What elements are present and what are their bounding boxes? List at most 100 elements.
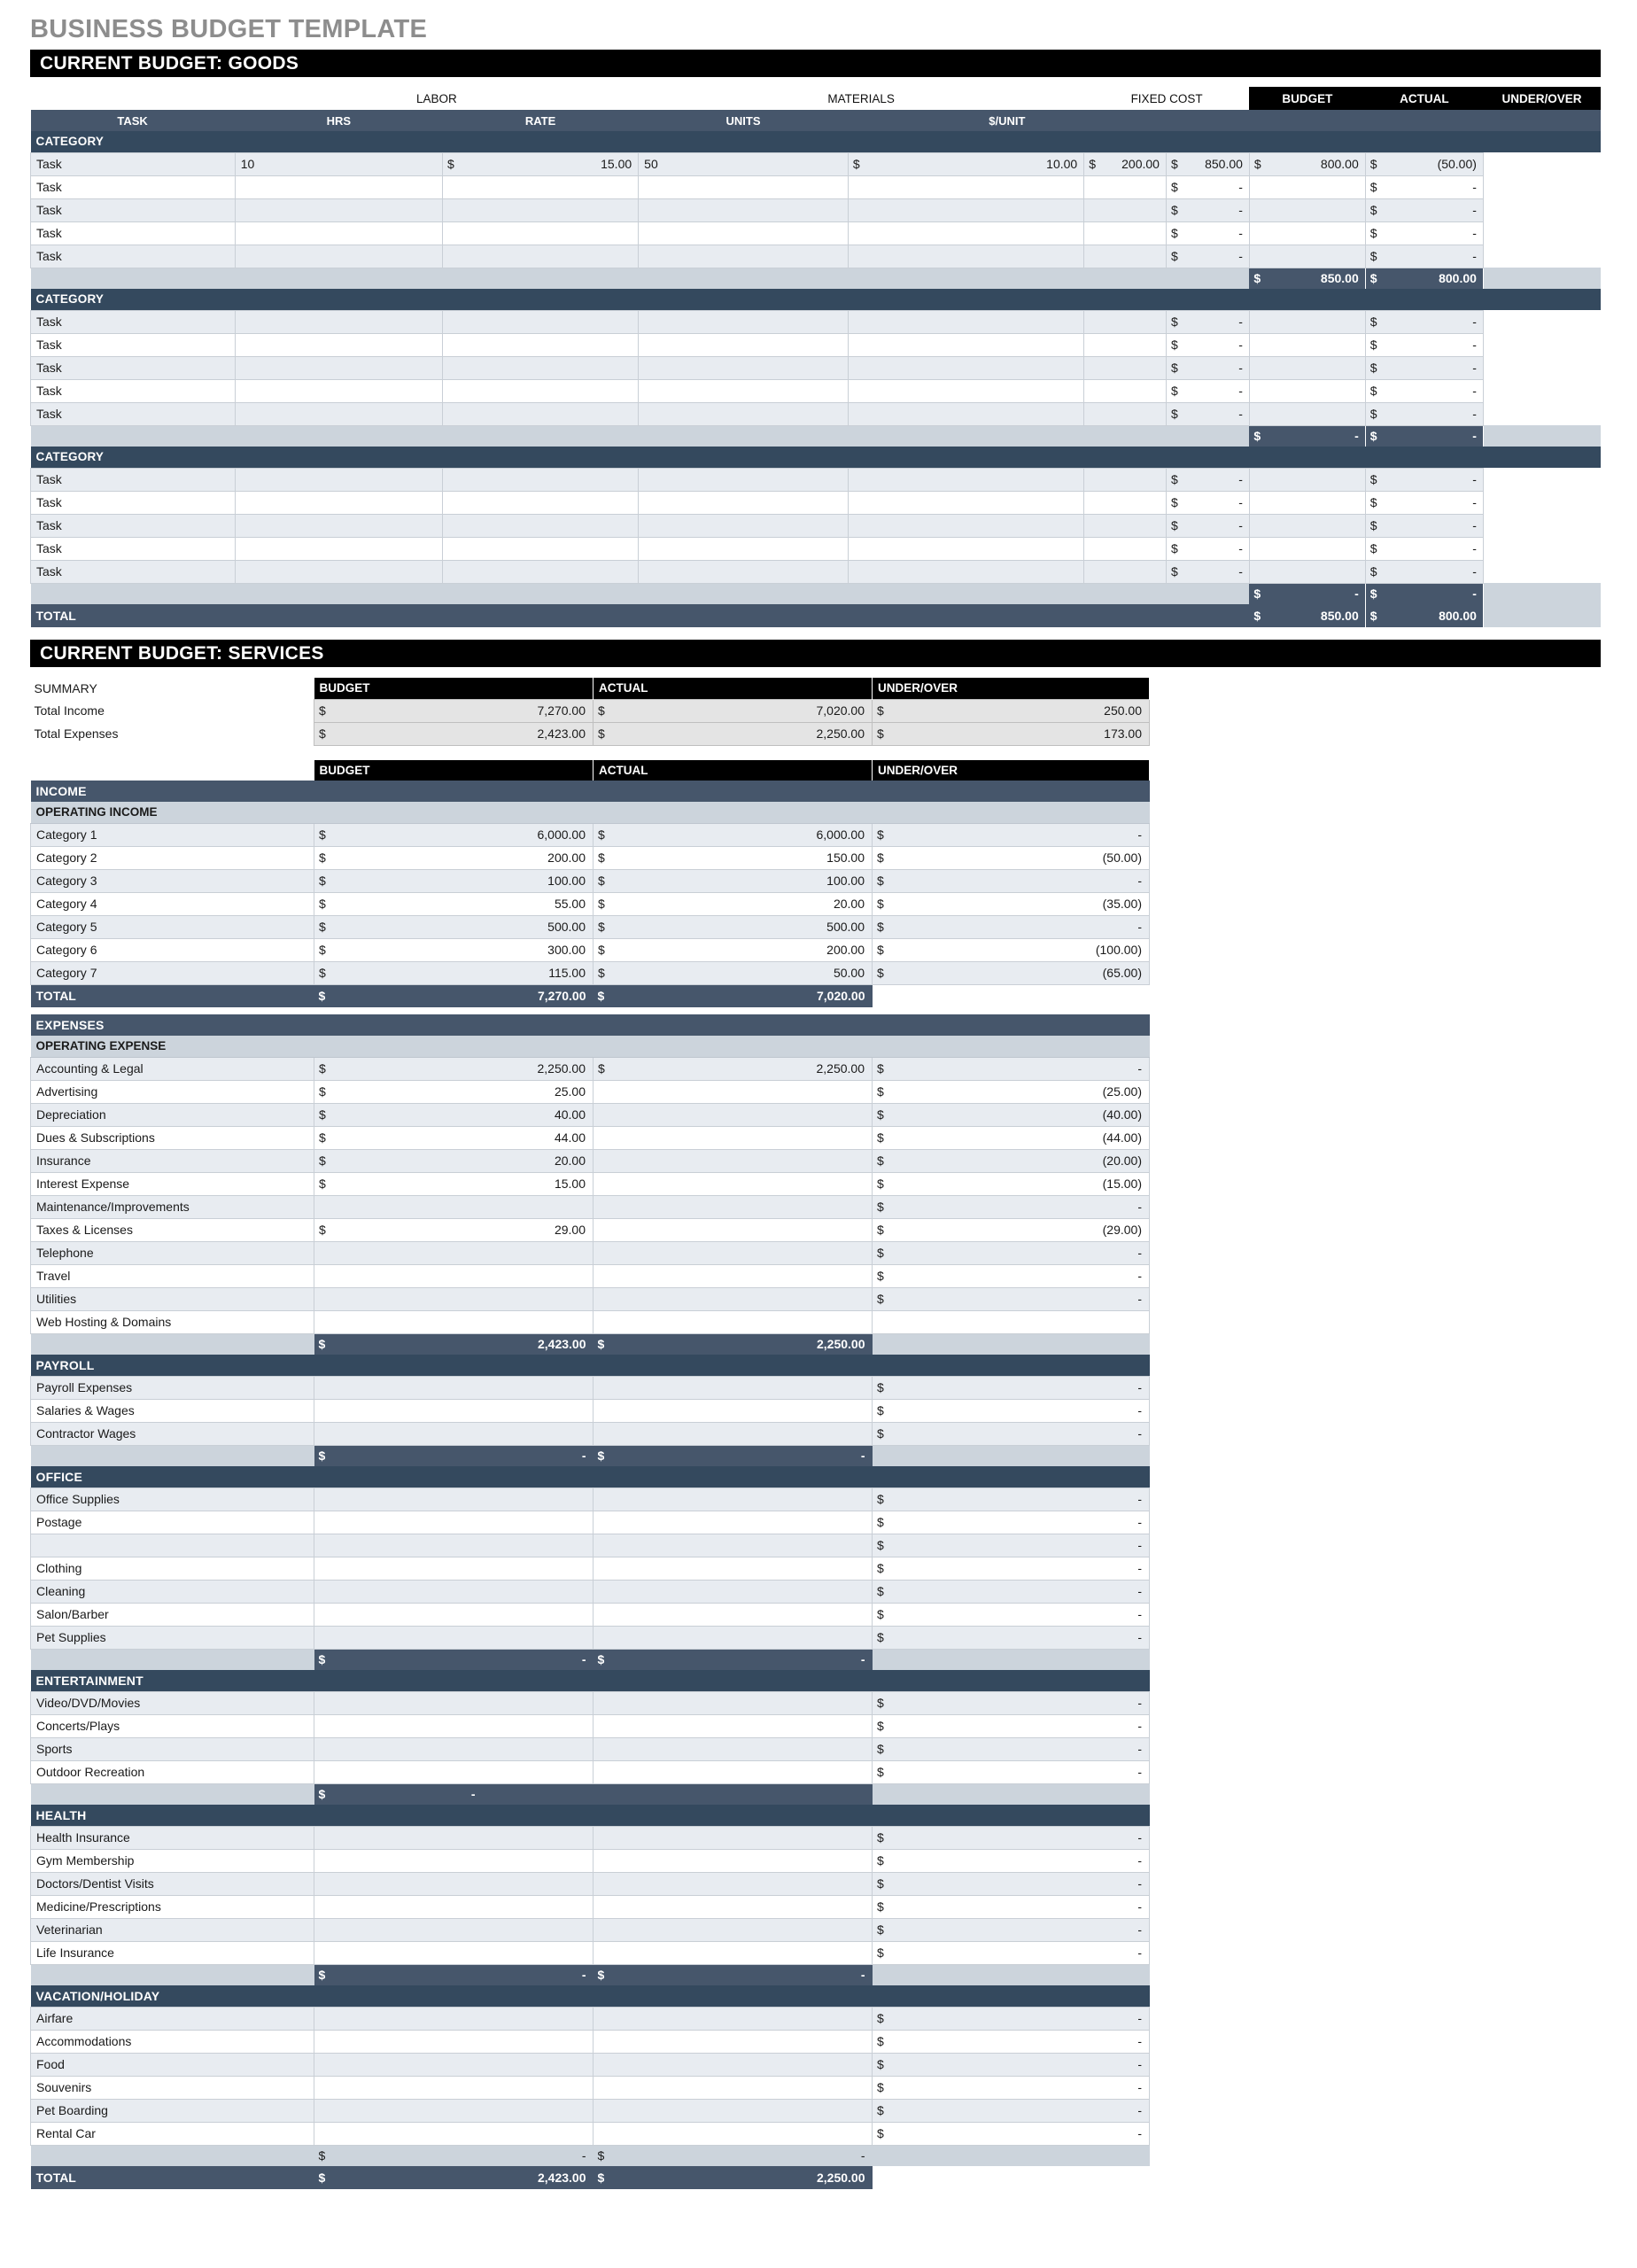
expense-row-label[interactable]: Clothing	[30, 1556, 314, 1581]
expense-row-under-over[interactable]: $ (29.00)	[872, 1217, 1150, 1242]
summary-actual[interactable]: $7,020.00	[593, 698, 873, 723]
goods-budget[interactable]: $ -	[1165, 401, 1250, 426]
goods-hrs[interactable]	[234, 355, 443, 380]
income-row-actual[interactable]: $200.00	[593, 937, 873, 962]
expense-row-actual[interactable]	[593, 1487, 873, 1511]
expense-row-budget[interactable]	[314, 1871, 594, 1896]
income-row-actual[interactable]: $6,000.00	[593, 822, 873, 847]
expense-row-label[interactable]: Web Hosting & Domains	[30, 1309, 314, 1334]
expense-row-actual[interactable]	[593, 1375, 873, 1400]
expense-row-actual[interactable]	[593, 1309, 873, 1334]
goods-units[interactable]	[638, 536, 849, 561]
expense-row-label[interactable]: Salaries & Wages	[30, 1398, 314, 1423]
expense-row-budget[interactable]	[314, 1240, 594, 1265]
expense-row-budget[interactable]	[314, 1917, 594, 1942]
goods-fixed-cost[interactable]	[1083, 467, 1167, 492]
expense-row-label[interactable]: Office Supplies	[30, 1487, 314, 1511]
expense-row-label[interactable]: Medicine/Prescriptions	[30, 1894, 314, 1919]
expense-row-budget[interactable]	[314, 1487, 594, 1511]
income-row-budget[interactable]: $200.00	[314, 845, 594, 870]
expense-row-under-over[interactable]: $ -	[872, 2029, 1150, 2054]
goods-actual[interactable]	[1248, 355, 1366, 380]
expense-row-budget[interactable]	[314, 1263, 594, 1288]
income-row-under-over[interactable]: $ (35.00)	[872, 891, 1150, 916]
goods-task-label[interactable]: Task	[30, 198, 236, 222]
expense-row-budget[interactable]	[314, 1556, 594, 1581]
expense-row-actual[interactable]	[593, 2006, 873, 2031]
expense-row-budget[interactable]	[314, 2075, 594, 2100]
goods-budget[interactable]: $ -	[1165, 198, 1250, 222]
income-row-under-over[interactable]: $ (100.00)	[872, 937, 1150, 962]
goods-per-unit[interactable]	[847, 198, 1085, 222]
goods-hrs[interactable]	[234, 221, 443, 245]
goods-actual[interactable]	[1248, 513, 1366, 538]
goods-units[interactable]	[638, 221, 849, 245]
expense-row-budget[interactable]	[314, 1375, 594, 1400]
income-row-label[interactable]: Category 4	[30, 891, 314, 916]
goods-rate[interactable]	[441, 378, 640, 403]
goods-units[interactable]	[638, 244, 849, 268]
expense-row-under-over[interactable]: $ -	[872, 1940, 1150, 1965]
expense-row-budget[interactable]	[314, 1398, 594, 1423]
goods-hrs[interactable]	[234, 198, 443, 222]
goods-actual[interactable]: $800.00	[1248, 151, 1366, 176]
goods-rate[interactable]	[441, 490, 640, 515]
goods-rate[interactable]	[441, 244, 640, 268]
expense-row-label[interactable]: Postage	[30, 1510, 314, 1534]
expense-row-under-over[interactable]: $ -	[872, 2098, 1150, 2123]
goods-actual[interactable]	[1248, 221, 1366, 245]
goods-hrs[interactable]	[234, 378, 443, 403]
goods-units[interactable]	[638, 378, 849, 403]
goods-units[interactable]	[638, 401, 849, 426]
goods-units[interactable]	[638, 175, 849, 199]
expense-row-budget[interactable]	[314, 1194, 594, 1219]
expense-row-budget[interactable]	[314, 1894, 594, 1919]
goods-fixed-cost[interactable]	[1083, 198, 1167, 222]
goods-under-over[interactable]: $ -	[1364, 536, 1484, 561]
goods-units[interactable]	[638, 559, 849, 584]
goods-budget[interactable]: $ -	[1165, 490, 1250, 515]
goods-per-unit[interactable]	[847, 467, 1085, 492]
goods-rate[interactable]	[441, 355, 640, 380]
goods-actual[interactable]	[1248, 175, 1366, 199]
expense-row-under-over[interactable]	[872, 1309, 1150, 1334]
goods-task-label[interactable]: Task	[30, 309, 236, 334]
expense-row-budget[interactable]	[314, 2029, 594, 2054]
expense-row-actual[interactable]	[593, 1510, 873, 1534]
expense-row-label[interactable]: Food	[30, 2052, 314, 2077]
income-row-label[interactable]: Category 3	[30, 868, 314, 893]
expense-row-actual[interactable]: $2,250.00	[593, 1056, 873, 1081]
income-row-budget[interactable]: $55.00	[314, 891, 594, 916]
goods-task-label[interactable]: Task	[30, 536, 236, 561]
goods-fixed-cost[interactable]	[1083, 513, 1167, 538]
goods-task-label[interactable]: Task	[30, 378, 236, 403]
expense-row-actual[interactable]	[593, 1263, 873, 1288]
income-row-budget[interactable]: $500.00	[314, 914, 594, 939]
expense-row-label[interactable]: Telephone	[30, 1240, 314, 1265]
expense-row-under-over[interactable]: $ -	[872, 1871, 1150, 1896]
goods-budget[interactable]: $ -	[1165, 309, 1250, 334]
goods-per-unit[interactable]	[847, 309, 1085, 334]
goods-under-over[interactable]: $ -	[1364, 198, 1484, 222]
income-row-actual[interactable]: $20.00	[593, 891, 873, 916]
expense-row-label[interactable]: Rental Car	[30, 2121, 314, 2146]
goods-rate[interactable]	[441, 309, 640, 334]
goods-budget[interactable]: $ -	[1165, 332, 1250, 357]
goods-rate[interactable]	[441, 559, 640, 584]
expense-row-actual[interactable]	[593, 1894, 873, 1919]
expense-row-under-over[interactable]: $ -	[872, 1759, 1150, 1784]
expense-row-actual[interactable]	[593, 1940, 873, 1965]
expense-row-label[interactable]: Concerts/Plays	[30, 1713, 314, 1738]
goods-actual[interactable]	[1248, 490, 1366, 515]
expense-row-actual[interactable]	[593, 1556, 873, 1581]
expense-row-under-over[interactable]: $ -	[872, 1848, 1150, 1873]
goods-under-over[interactable]: $ -	[1364, 244, 1484, 268]
expense-row-budget[interactable]	[314, 1533, 594, 1557]
expense-row-budget[interactable]	[314, 1579, 594, 1604]
expense-row-actual[interactable]	[593, 2075, 873, 2100]
goods-per-unit[interactable]	[847, 536, 1085, 561]
expense-row-label[interactable]: Travel	[30, 1263, 314, 1288]
goods-fixed-cost[interactable]	[1083, 559, 1167, 584]
goods-under-over[interactable]: $ -	[1364, 559, 1484, 584]
goods-task-label[interactable]: Task	[30, 513, 236, 538]
